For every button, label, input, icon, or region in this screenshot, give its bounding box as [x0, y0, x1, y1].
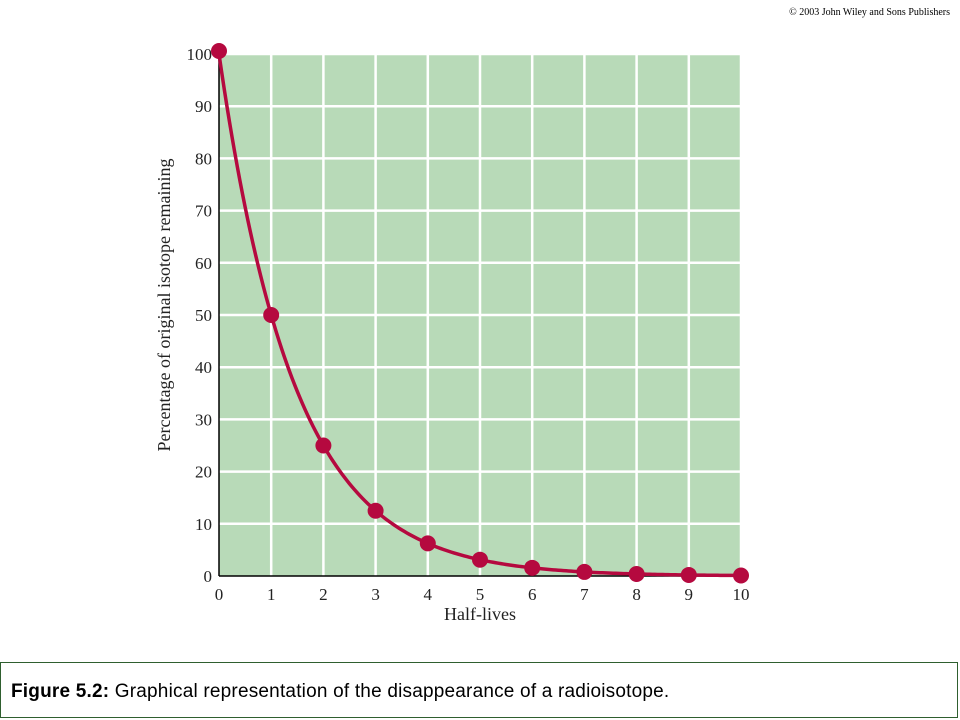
data-point [733, 567, 749, 584]
data-point [315, 437, 332, 454]
y-tick-label: 80 [195, 149, 212, 168]
data-points [211, 43, 749, 584]
data-point [472, 551, 488, 568]
y-tick-label: 100 [187, 45, 213, 64]
copyright-notice: © 2003 John Wiley and Sons Publishers [789, 7, 950, 18]
y-tick-labels: 0 10 20 30 40 50 60 70 80 90 100 [187, 45, 213, 586]
y-tick-label: 10 [195, 515, 212, 534]
data-point [419, 535, 436, 552]
caption-text: Graphical representation of the disappea… [109, 681, 670, 702]
x-tick-labels: 0 1 2 3 4 5 6 7 8 9 10 [215, 585, 750, 604]
x-tick-label: 4 [424, 585, 433, 604]
data-point [628, 565, 645, 582]
x-tick-label: 0 [215, 585, 224, 604]
x-tick-label: 8 [632, 585, 641, 604]
y-tick-label: 0 [204, 567, 213, 586]
x-tick-label: 1 [267, 585, 276, 604]
x-tick-label: 2 [319, 585, 328, 604]
y-tick-label: 20 [195, 463, 212, 482]
data-point [263, 307, 280, 323]
x-tick-label: 9 [685, 585, 694, 604]
data-point [367, 502, 384, 519]
x-tick-label: 7 [580, 585, 589, 604]
x-tick-label: 10 [733, 585, 750, 604]
y-tick-label: 70 [195, 202, 212, 221]
x-axis-label: Half-lives [444, 604, 516, 624]
figure-caption: Figure 5.2: Graphical representation of … [0, 662, 958, 718]
data-point [211, 43, 227, 59]
y-tick-label: 50 [195, 306, 212, 325]
grid-lines [219, 52, 743, 576]
x-tick-label: 6 [528, 585, 537, 604]
half-life-chart: 0 1 2 3 4 5 6 7 8 9 10 0 10 20 30 40 50 60 70 80 90 100 Half… [154, 43, 750, 624]
data-point [680, 566, 697, 583]
y-tick-label: 90 [195, 97, 212, 116]
y-tick-label: 60 [195, 254, 212, 273]
x-tick-label: 5 [476, 585, 485, 604]
y-tick-label: 40 [195, 358, 212, 377]
caption-label: Figure 5.2: [11, 681, 110, 702]
x-tick-label: 3 [371, 585, 380, 604]
data-point [576, 563, 593, 580]
y-tick-label: 30 [195, 410, 212, 429]
data-point [524, 559, 541, 576]
y-axis-label: Percentage of original isotope remaining [154, 159, 174, 452]
